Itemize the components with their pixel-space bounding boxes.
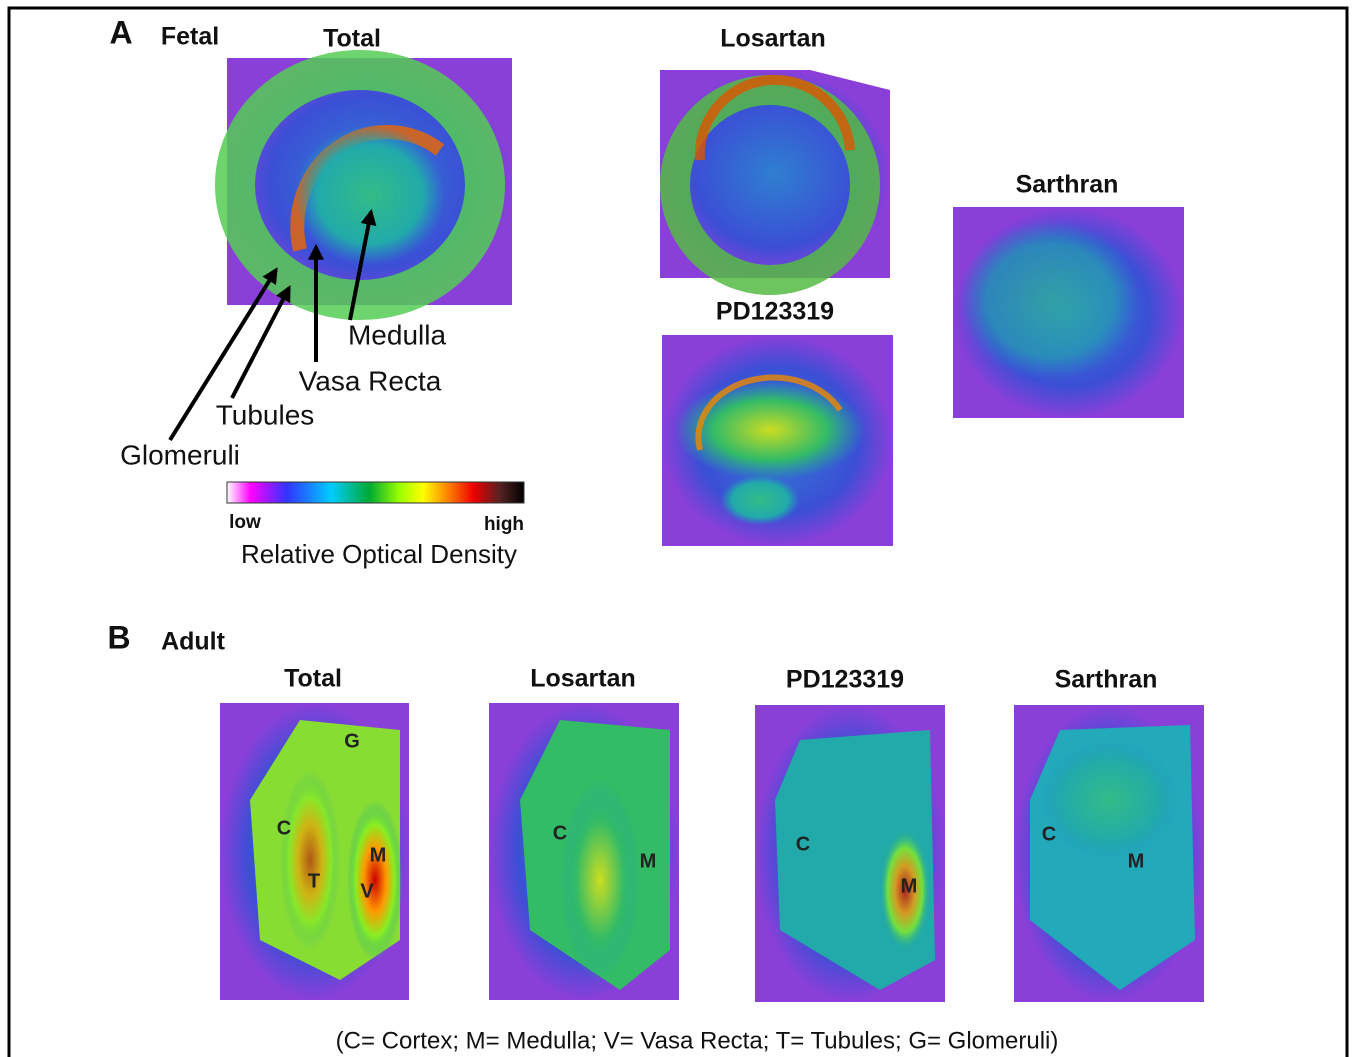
image (662, 335, 893, 546)
annotation: Medulla (348, 319, 446, 350)
annotation: Tubules (216, 399, 315, 430)
colorbar (227, 482, 524, 503)
image-title: PD123319 (716, 298, 834, 326)
image (1014, 705, 1204, 1002)
image-label: G (344, 730, 360, 752)
image (660, 70, 890, 280)
image-label: M (640, 850, 657, 872)
image-label: M (370, 844, 387, 866)
panel-title: Fetal (161, 23, 219, 51)
image (755, 705, 945, 1002)
image-title: Sarthran (1055, 666, 1158, 694)
image (227, 58, 512, 305)
image-label: M (901, 875, 918, 897)
image-label: C (553, 822, 567, 844)
annotation: Glomeruli (120, 439, 240, 470)
image-label: C (277, 817, 291, 839)
image-title: Losartan (530, 665, 636, 693)
image-title: PD123319 (786, 666, 904, 694)
panel-label: A (109, 14, 132, 50)
image-title: Total (284, 665, 342, 693)
image-label: M (1128, 850, 1145, 872)
annotation: Vasa Recta (299, 365, 442, 396)
image-title: Sarthran (1016, 171, 1119, 199)
image-label: C (796, 833, 810, 855)
panel-a: A Fetal Total Losartan PD123319 Sarthran… (109, 14, 1184, 568)
panel-b: B Adult Total Losartan PD123319 Sarthran… (107, 619, 1204, 1002)
panel-label: B (107, 619, 130, 655)
colorbar-label: Relative Optical Density (241, 539, 517, 569)
caption: (C= Cortex; M= Medulla; V= Vasa Recta; T… (336, 1027, 1059, 1054)
image (953, 207, 1184, 418)
image-label: C (1042, 823, 1056, 845)
colorbar-high: high (484, 514, 524, 535)
image-title: Losartan (720, 25, 826, 53)
image-label: V (360, 880, 374, 902)
image-label: T (308, 870, 320, 892)
image-title: Total (323, 25, 381, 53)
panel-title: Adult (161, 628, 226, 656)
colorbar-low: low (229, 512, 261, 533)
figure: A Fetal Total Losartan PD123319 Sarthran… (0, 0, 1355, 1057)
